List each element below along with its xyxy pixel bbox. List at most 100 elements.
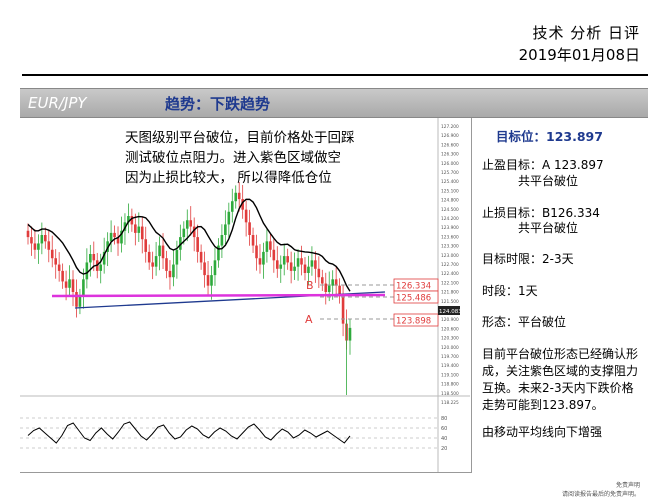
candle-body (338, 285, 341, 297)
y-tick-label: 123.000 (441, 253, 459, 259)
y-tick-label: 119.700 (441, 354, 459, 360)
candle-body (158, 245, 161, 257)
candle-body (262, 251, 265, 265)
candle-body (234, 192, 238, 202)
oscillator-line (27, 421, 351, 444)
candle-body (154, 256, 158, 267)
currency-pair: EUR/JPY (28, 94, 87, 112)
svg-text:124.083: 124.083 (439, 309, 462, 315)
candle-body (324, 283, 328, 292)
disclaimer-title: 免责声明 (615, 482, 640, 489)
y-tick-label: 120.000 (441, 345, 459, 351)
analysis-line-2: 成，关注紫色区域的支撑阻力 (482, 364, 639, 378)
candle-body (172, 264, 175, 278)
y-tick-label: 123.300 (441, 244, 459, 250)
stop-loss: 止损目标：B126.334 (482, 206, 600, 220)
y-tick-label: 127.200 (441, 124, 459, 130)
oscillator-ticks: 80 60 40 20 (20, 416, 447, 452)
candle-body (175, 249, 179, 265)
candle-body (331, 279, 334, 286)
y-tick-label: 121.800 (441, 290, 459, 296)
disclaimer-text: 请阅读报告最后的免责声明。 (561, 491, 640, 498)
y-tick-label: 120.300 (441, 336, 459, 342)
section-bar: EUR/JPY 趋势：下跌趋势 (20, 88, 648, 118)
analysis-line-4: 走势可能到123.897。 (482, 398, 604, 412)
candle-body (348, 327, 352, 341)
candle-body (85, 262, 89, 280)
candle-body (279, 264, 283, 269)
candle-body (237, 192, 241, 200)
candle-body (26, 230, 30, 238)
candle-body (44, 235, 47, 242)
candle-body (185, 220, 189, 229)
candle-body (109, 232, 113, 242)
y-tick-label: 119.400 (441, 363, 459, 369)
candle-body (68, 279, 71, 288)
candle-body (199, 251, 203, 263)
osc-tick-label: 60 (441, 426, 447, 432)
pattern: 形态：平台破位 (482, 315, 567, 329)
y-tick-label: 118.800 (441, 382, 459, 388)
support-resistance-purple-zone (51, 293, 386, 298)
candle-body (168, 270, 172, 278)
target-level: 目标位：123.897 (496, 129, 603, 144)
candle-body (165, 258, 168, 271)
candle-body (230, 201, 234, 212)
svg-text:123.898: 123.898 (396, 317, 431, 327)
y-tick-label: 126.300 (441, 152, 459, 158)
candle-body (99, 264, 103, 271)
candle-body (64, 281, 68, 288)
candle-body (248, 222, 251, 235)
ma-note: 由移动平均线向下增强 (482, 425, 603, 439)
candle-body (61, 270, 64, 282)
analysis-comment: 天图级别平台破位，目前价格处于回踩 测试破位点阻力。进入紫色区域做空 因为止损比… (125, 128, 425, 188)
report-date: 2019年01月08日 (518, 46, 640, 64)
y-tick-label: 120.600 (441, 326, 459, 332)
candle-body (189, 220, 193, 227)
candle-body (102, 251, 106, 265)
candle-body (251, 235, 255, 246)
y-tick-label: 124.800 (441, 198, 459, 204)
y-tick-label: 123.900 (441, 225, 459, 231)
price-tag-b: 126.334 (393, 278, 439, 292)
y-tick-label: 124.200 (441, 216, 459, 222)
candle-body (50, 249, 54, 259)
osc-tick-label: 80 (441, 416, 447, 422)
candle-body (307, 266, 310, 273)
candle-body (130, 216, 134, 225)
price-tag-a: 123.898 (393, 313, 439, 327)
y-tick-label: 123.600 (441, 234, 459, 240)
candle-body (300, 258, 303, 265)
candle-body (334, 279, 338, 286)
candle-body (227, 211, 231, 225)
analysis-paragraph: 目前平台破位形态已经确认形 成，关注紫色区域的支撑阻力 互换。未来2-3天内下跌… (482, 346, 658, 414)
take-profit-note: 共平台破位 (518, 174, 579, 188)
svg-text:126.334: 126.334 (396, 282, 431, 292)
candle-body (30, 237, 33, 244)
candle-body (120, 230, 123, 244)
candle-body (144, 239, 148, 252)
y-tick-label: 120.900 (441, 317, 459, 323)
candle-body (255, 245, 258, 259)
header-divider (22, 74, 648, 76)
candle-body (220, 235, 224, 246)
candle-body (317, 268, 321, 278)
candle-body (269, 241, 272, 250)
y-tick-label: 126.600 (441, 142, 459, 148)
level-a-label: A (305, 313, 313, 326)
y-tick-label: 121.500 (441, 299, 459, 305)
candle-body (282, 256, 286, 265)
osc-tick-label: 20 (441, 446, 447, 452)
candle-body (71, 279, 75, 292)
candle-body (203, 262, 206, 276)
candle-body (161, 245, 165, 259)
candle-body (40, 235, 44, 244)
candle-body (78, 296, 82, 307)
candle-body (217, 245, 220, 261)
candle-body (47, 241, 51, 250)
candle-body (310, 260, 314, 267)
candle-body (192, 226, 196, 238)
timeframe-target: 目标时限：2-3天 (482, 252, 574, 266)
candle-body (89, 254, 92, 263)
period: 时段：1天 (482, 284, 538, 298)
